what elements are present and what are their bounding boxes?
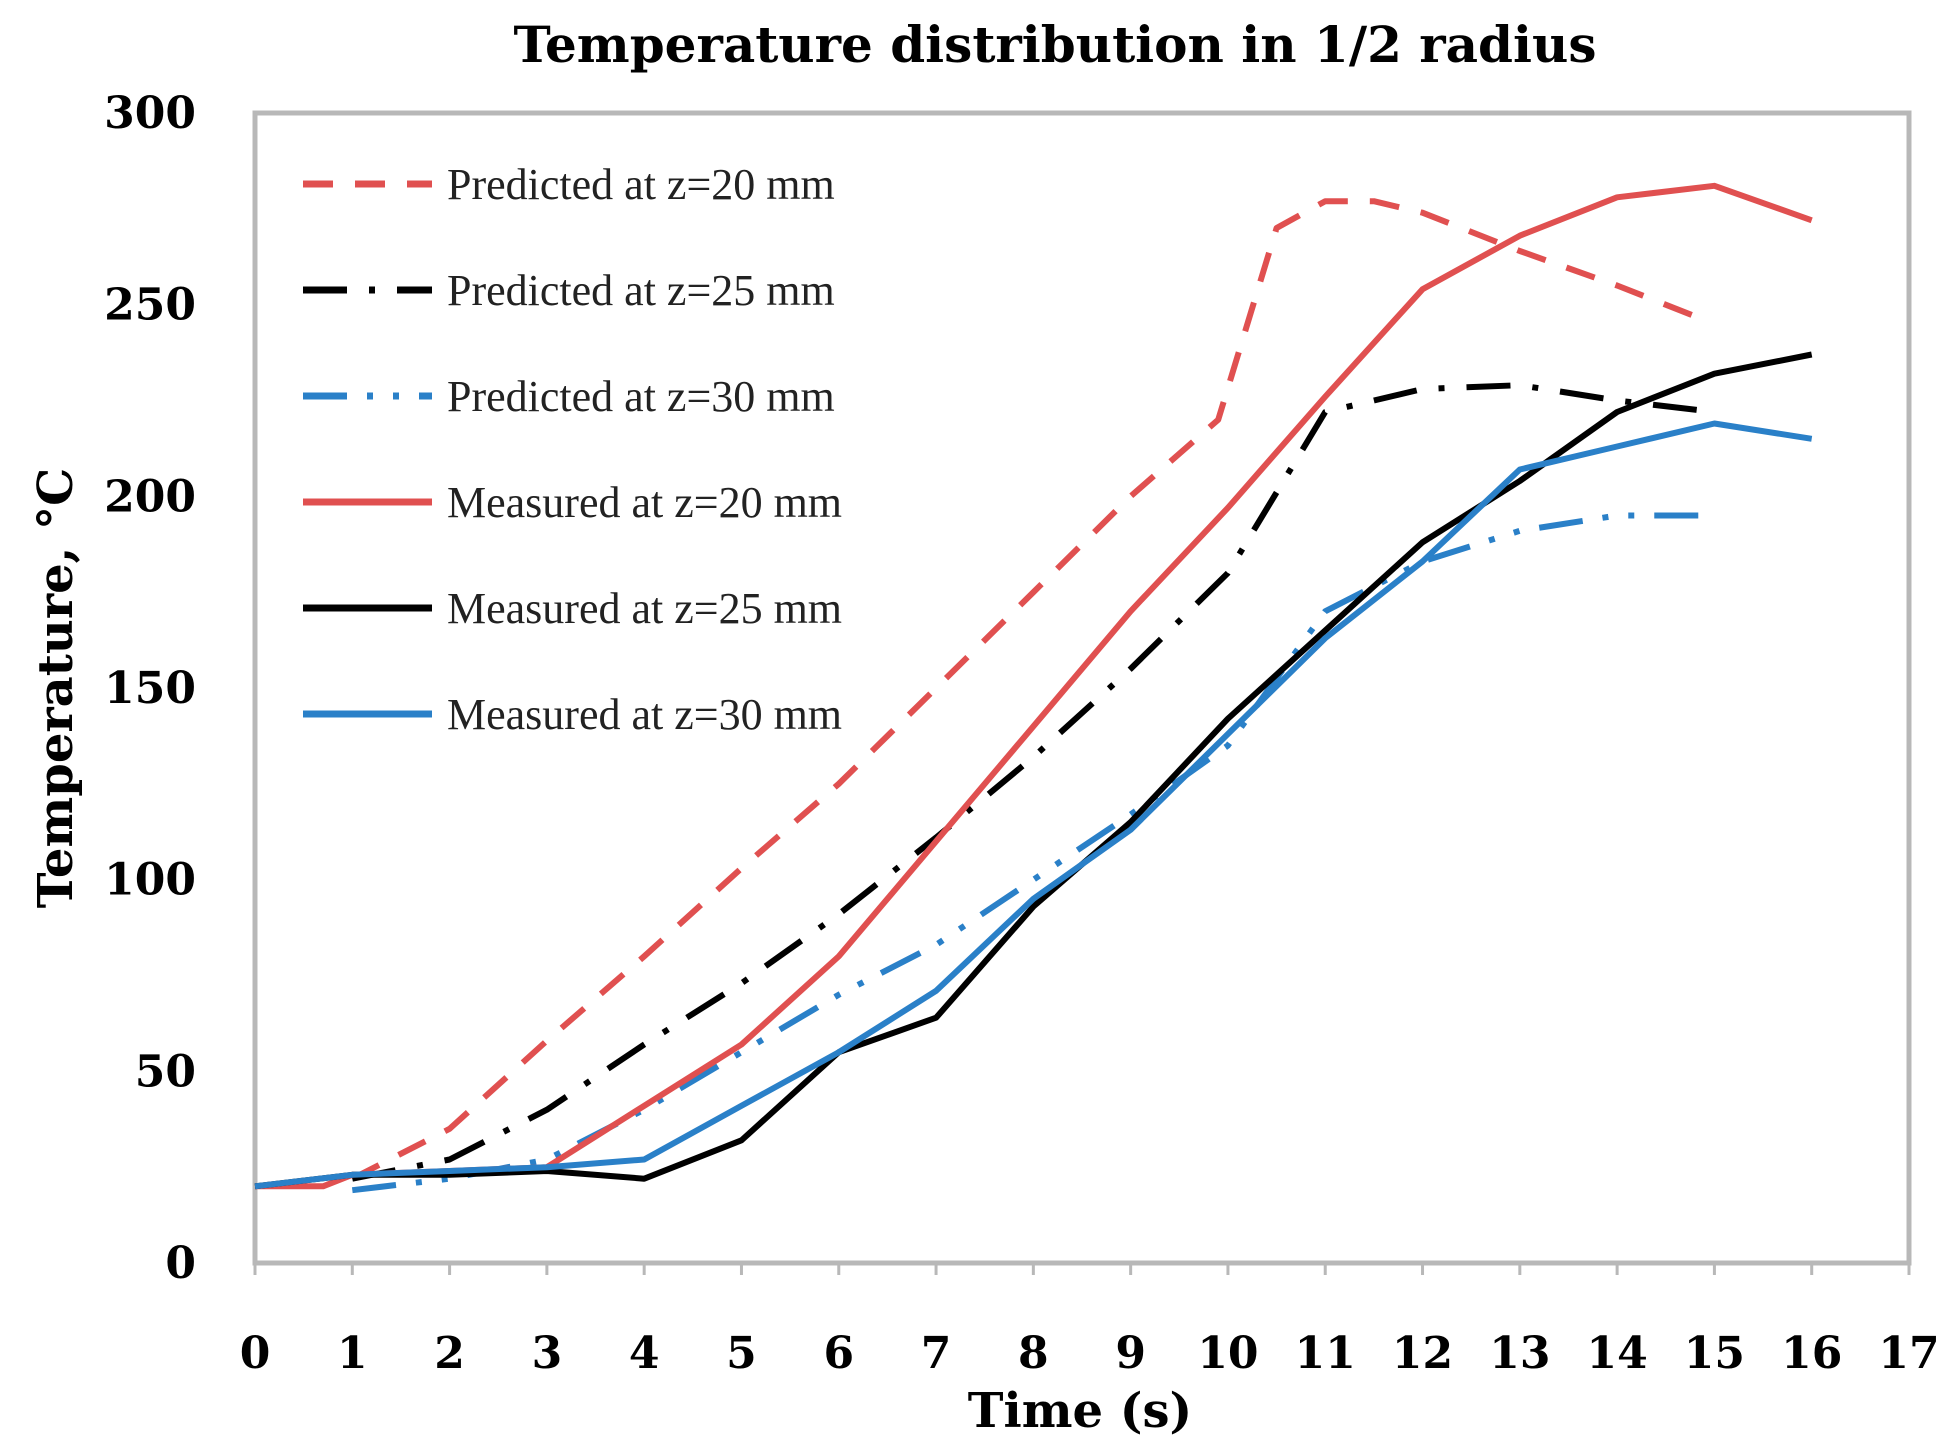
- y-tick-label: 50: [135, 1046, 196, 1097]
- y-tick-label: 250: [104, 280, 196, 331]
- legend-label-6: Measured at z=30 mm: [447, 690, 842, 739]
- x-axis-title: Time (s): [968, 1383, 1192, 1439]
- legend-label-3: Predicted at z=30 mm: [447, 372, 835, 421]
- series-line-5: [254, 351, 1813, 1190]
- x-tick-label: 15: [1684, 1328, 1745, 1379]
- x-tick-label: 13: [1489, 1328, 1550, 1379]
- y-axis-ticks: 0 50 100 150 200 250 300: [104, 88, 196, 1289]
- x-tick-label: 17: [1878, 1328, 1939, 1379]
- x-tick-label: 1: [337, 1328, 368, 1379]
- x-tick-label: 6: [823, 1328, 854, 1379]
- x-tick-label: 8: [1018, 1328, 1049, 1379]
- x-tick-label: 16: [1781, 1328, 1842, 1379]
- series-line-2: [351, 382, 1715, 1182]
- y-axis-title: Temperature, °C: [28, 468, 84, 909]
- y-tick-label: 100: [104, 855, 196, 906]
- x-tick-label: 10: [1197, 1328, 1258, 1379]
- series-layer: [254, 182, 1813, 1194]
- series-line-6: [254, 420, 1813, 1190]
- x-axis-ticks: 0 1 2 3 4 5 6 7 8 9 10 11 12 13 14 15 16 17: [240, 1263, 1940, 1379]
- series-line-1: [350, 198, 1697, 1182]
- legend-label-2: Predicted at z=25 mm: [447, 266, 835, 315]
- x-tick-label: 14: [1587, 1328, 1648, 1379]
- x-tick-label: 2: [434, 1328, 465, 1379]
- x-tick-label: 12: [1392, 1328, 1453, 1379]
- x-tick-label: 0: [240, 1328, 271, 1379]
- series-line-3: [351, 512, 1715, 1194]
- x-tick-label: 7: [921, 1328, 952, 1379]
- y-tick-label: 300: [104, 88, 196, 139]
- legend-label-1: Predicted at z=20 mm: [447, 160, 835, 209]
- x-tick-label: 11: [1295, 1328, 1356, 1379]
- legend-label-5: Measured at z=25 mm: [447, 584, 842, 633]
- y-tick-label: 0: [165, 1238, 196, 1289]
- y-tick-label: 200: [104, 471, 196, 522]
- chart-title: Temperature distribution in 1/2 radius: [514, 15, 1597, 74]
- x-tick-label: 9: [1115, 1328, 1146, 1379]
- legend-label-4: Measured at z=20 mm: [447, 478, 842, 527]
- x-tick-label: 5: [726, 1328, 757, 1379]
- x-tick-label: 4: [629, 1328, 660, 1379]
- plot-area: [252, 110, 1912, 1266]
- legend: Predicted at z=20 mm Predicted at z=25 mm…: [303, 160, 842, 739]
- x-tick-label: 3: [532, 1328, 563, 1379]
- y-tick-label: 150: [104, 663, 196, 714]
